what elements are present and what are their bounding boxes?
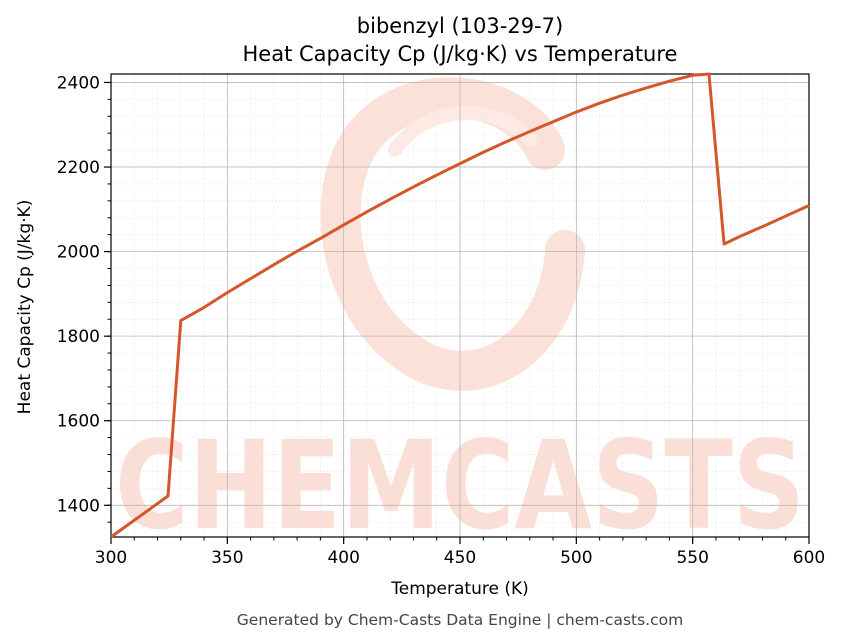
series-group bbox=[110, 72, 810, 539]
watermark-swirl bbox=[320, 77, 585, 391]
footer-credit: Generated by Chem-Casts Data Engine | ch… bbox=[237, 611, 683, 629]
y-tick-label: 1600 bbox=[57, 412, 100, 432]
x-tick-label: 450 bbox=[444, 548, 476, 568]
x-tick-label: 300 bbox=[95, 548, 127, 568]
x-tick-label: 400 bbox=[327, 548, 359, 568]
y-axis-label: Heat Capacity Cp (J/kg·K) bbox=[15, 200, 35, 415]
y-tick-label: 2200 bbox=[57, 158, 100, 178]
y-tick-label: 1400 bbox=[57, 496, 100, 516]
x-tick-label: 600 bbox=[793, 548, 825, 568]
x-tick-label: 550 bbox=[676, 548, 708, 568]
series-line bbox=[110, 72, 810, 539]
axis-ticks: 300 350 400 450 500 550 600 1400 1600 1800 2000 220… bbox=[57, 73, 825, 568]
chart-title-line1: bibenzyl (103-29-7) bbox=[357, 14, 563, 38]
x-tick-label: 500 bbox=[560, 548, 592, 568]
chart-title-line2: Heat Capacity Cp (J/kg·K) vs Temperature bbox=[243, 42, 678, 66]
y-tick-label: 1800 bbox=[57, 327, 100, 347]
y-tick-label: 2000 bbox=[57, 243, 100, 263]
x-tick-label: 350 bbox=[211, 548, 243, 568]
y-tick-label: 2400 bbox=[57, 73, 100, 93]
x-axis-label: Temperature (K) bbox=[390, 579, 529, 599]
